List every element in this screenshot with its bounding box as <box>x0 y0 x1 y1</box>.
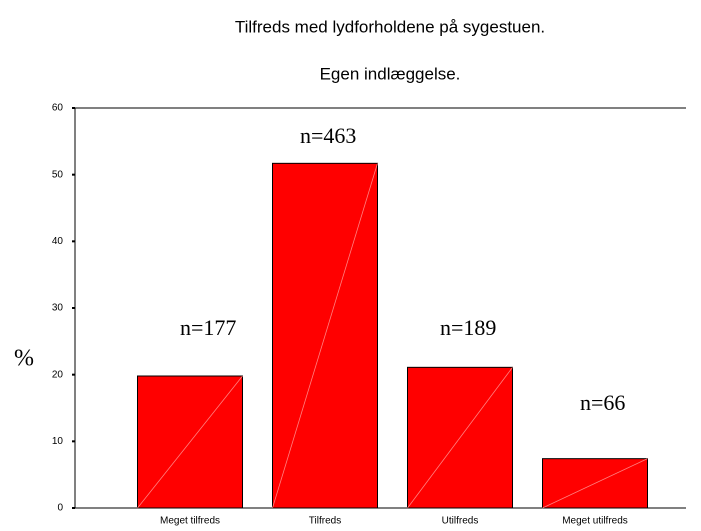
annotation: n=177 <box>180 315 236 340</box>
annotation: n=463 <box>300 123 356 148</box>
bar-hatch <box>542 458 648 509</box>
x-tick-label: Tilfreds <box>309 516 341 527</box>
y-tick-label: 10 <box>52 436 64 447</box>
annotation: n=189 <box>440 315 496 340</box>
chart-title: Tilfreds med lydforholdene på sygestuen. <box>235 17 545 36</box>
bar-hatch <box>407 367 513 509</box>
x-tick-label: Meget tilfreds <box>160 516 220 527</box>
y-tick-label: 0 <box>57 503 63 514</box>
y-tick-label: 30 <box>52 303 64 314</box>
bar-hatch <box>137 375 243 509</box>
y-tick-label: 20 <box>52 369 64 380</box>
y-tick-label: 50 <box>52 169 64 180</box>
chart-subtitle: Egen indlæggelse. <box>320 64 461 83</box>
y-axis-label: % <box>14 346 34 372</box>
y-tick-label: 40 <box>52 236 64 247</box>
annotation: n=66 <box>580 390 625 415</box>
y-tick-label: 60 <box>52 103 64 114</box>
x-tick-label: Utilfreds <box>442 516 479 527</box>
x-tick-label: Meget utilfreds <box>562 516 628 527</box>
bar-hatch <box>272 163 378 509</box>
